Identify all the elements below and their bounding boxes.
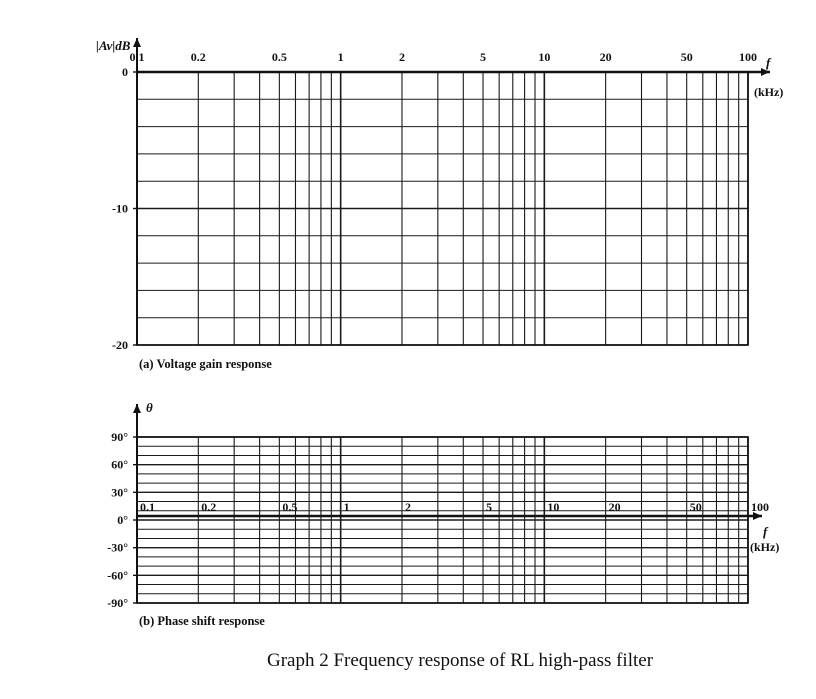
phase-x-axis-unit: (kHz) bbox=[750, 540, 779, 554]
phase-x-axis-arrow bbox=[753, 512, 762, 520]
gain-y-axis-arrow bbox=[133, 38, 141, 47]
phase-x-tick-label: 100 bbox=[751, 500, 769, 514]
phase-y-tick-label: 30° bbox=[111, 485, 128, 499]
gain-x-tick-label: 20 bbox=[600, 50, 612, 64]
phase-y-axis-arrow bbox=[133, 404, 141, 413]
voltage-gain-chart: 0.1 0.2 0.5 1 2 5 10 20 50 100 0 -10 -20 |Av|dB f (… bbox=[96, 38, 783, 371]
phase-x-axis-symbol: f bbox=[763, 524, 769, 539]
phase-y-tick-label: -90° bbox=[107, 596, 128, 610]
phase-y-tick-label: 60° bbox=[111, 458, 128, 472]
phase-grid bbox=[136, 436, 749, 604]
gain-x-axis-arrow bbox=[761, 68, 770, 76]
phase-x-tick-label: 5 bbox=[486, 500, 492, 514]
phase-shift-chart: 0.1 0.2 0.5 1 2 5 10 20 50 100 90° 60° 30° 0° -30° -60… bbox=[107, 400, 779, 628]
phase-x-tick-label: 50 bbox=[690, 500, 702, 514]
gain-x-axis-unit: (kHz) bbox=[754, 85, 783, 99]
phase-x-tick-label: 0.5 bbox=[282, 500, 297, 514]
phase-y-tick-labels: 90° 60° 30° 0° -30° -60° -90° bbox=[107, 430, 128, 610]
gain-x-tick-label: 0.5 bbox=[272, 50, 287, 64]
gain-caption: (a) Voltage gain response bbox=[139, 357, 272, 371]
gain-axes bbox=[133, 38, 770, 346]
gain-x-tick-label: 2 bbox=[399, 50, 405, 64]
gain-x-tick-label: 0.2 bbox=[191, 50, 206, 64]
phase-y-tick-label: 90° bbox=[111, 430, 128, 444]
gain-x-tick-label: 10 bbox=[538, 50, 550, 64]
phase-x-tick-label: 0.1 bbox=[140, 500, 155, 514]
gain-y-tick-label: -20 bbox=[112, 338, 128, 352]
phase-x-tick-label: 2 bbox=[405, 500, 411, 514]
gain-x-tick-label: 5 bbox=[480, 50, 486, 64]
gain-y-axis-label: |Av|dB bbox=[96, 38, 131, 53]
gain-x-tick-label: 1 bbox=[338, 50, 344, 64]
phase-y-tick-label: -60° bbox=[107, 568, 128, 582]
gain-x-tick-label: 100 bbox=[739, 50, 757, 64]
gain-x-tick-label: 50 bbox=[681, 50, 693, 64]
phase-x-tick-label: 20 bbox=[609, 500, 621, 514]
gain-grid bbox=[136, 71, 749, 346]
gain-y-tick-label: 0 bbox=[122, 65, 128, 79]
figure-title: Graph 2 Frequency response of RL high-pa… bbox=[267, 650, 654, 671]
phase-caption: (b) Phase shift response bbox=[139, 614, 265, 628]
gain-x-axis-symbol: f bbox=[766, 55, 772, 70]
phase-x-tick-label: 1 bbox=[344, 500, 350, 514]
phase-x-tick-label: 10 bbox=[547, 500, 559, 514]
gain-y-tick-labels: 0 -10 -20 bbox=[112, 65, 128, 352]
phase-y-tick-label: 0° bbox=[117, 513, 128, 527]
phase-x-tick-label: 0.2 bbox=[201, 500, 216, 514]
gain-x-tick-label: 0.1 bbox=[130, 50, 145, 64]
phase-axes bbox=[133, 404, 762, 604]
phase-y-axis-label: θ bbox=[146, 400, 153, 415]
gain-y-tick-label: -10 bbox=[112, 202, 128, 216]
phase-x-tick-labels: 0.1 0.2 0.5 1 2 5 10 20 50 100 bbox=[140, 500, 769, 514]
phase-y-tick-label: -30° bbox=[107, 541, 128, 555]
gain-x-tick-labels: 0.1 0.2 0.5 1 2 5 10 20 50 100 bbox=[130, 50, 758, 64]
